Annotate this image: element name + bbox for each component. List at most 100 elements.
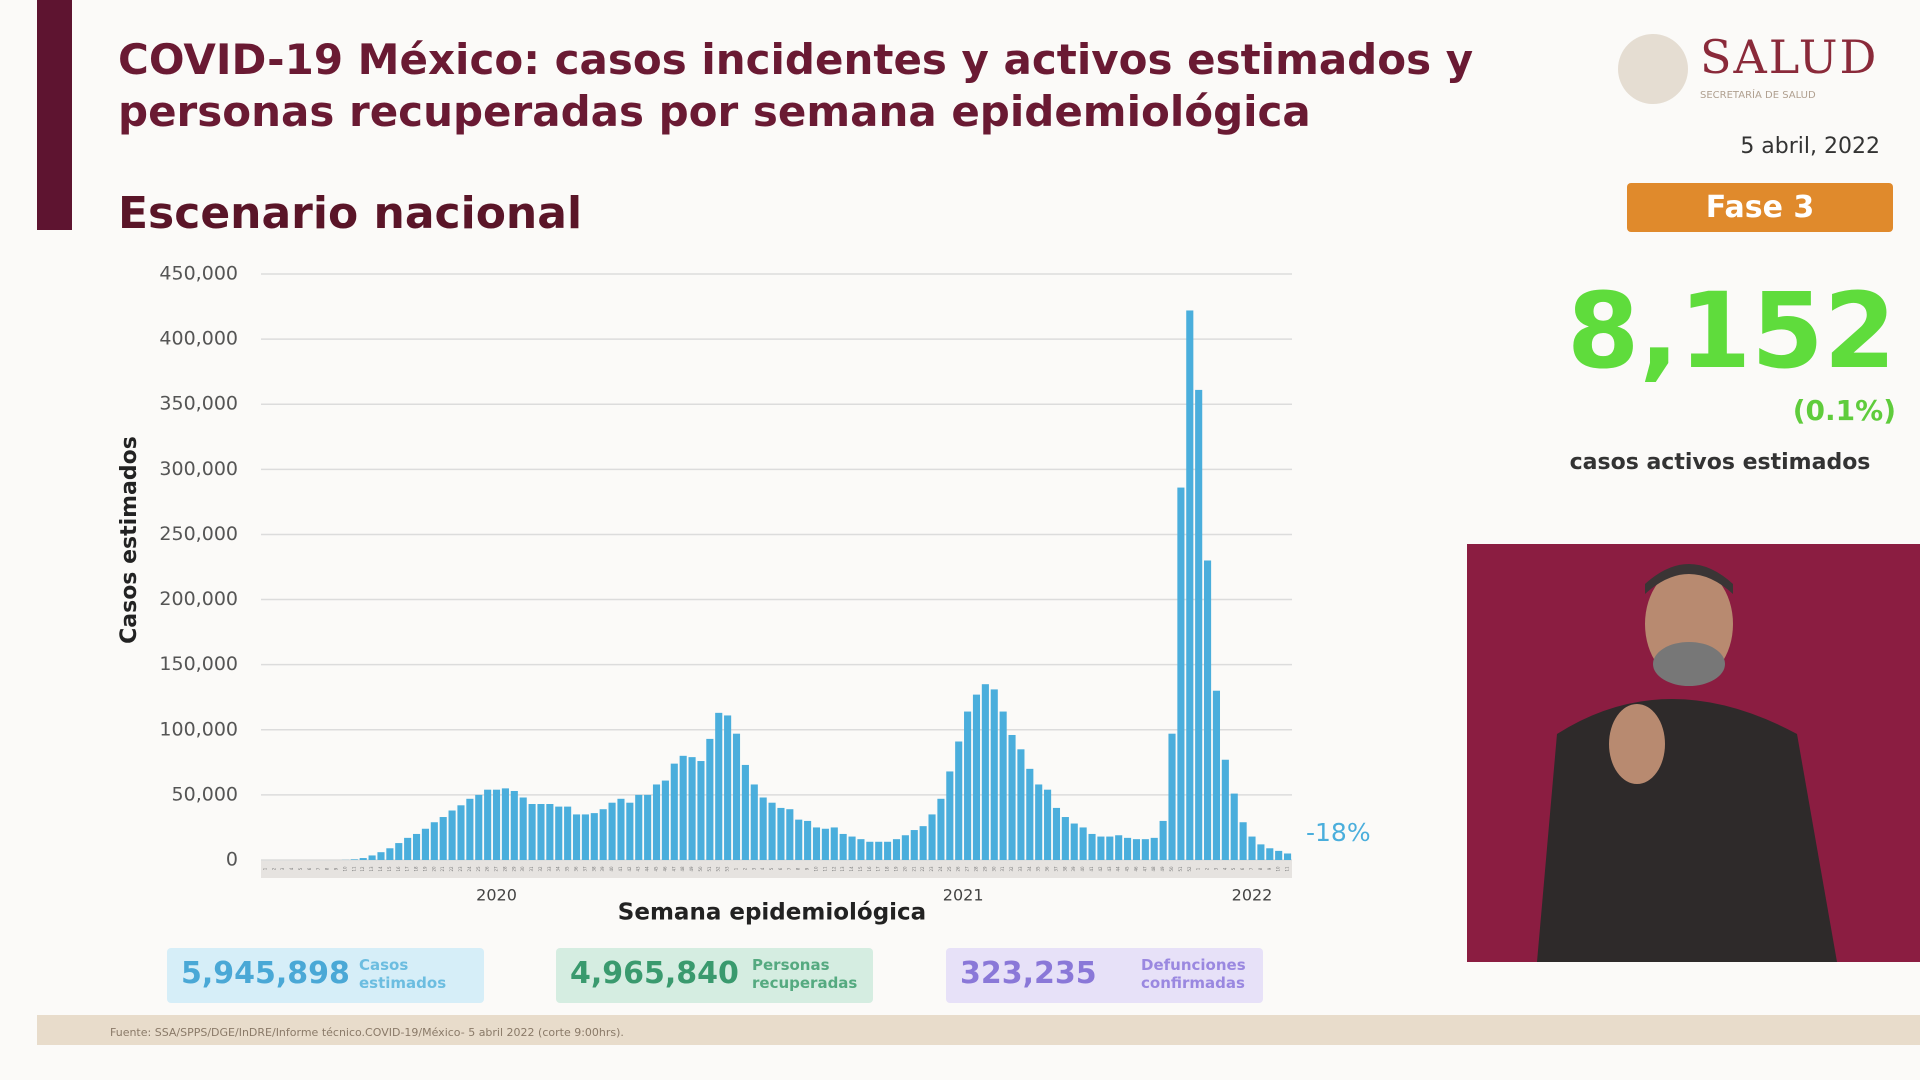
y-tick-label: 100,000 xyxy=(159,718,238,740)
x-tick-label: 20 xyxy=(902,866,907,872)
x-tick-label: 20 xyxy=(431,866,436,872)
bar xyxy=(910,830,918,860)
x-tick-label: 19 xyxy=(422,866,427,872)
bar xyxy=(1097,836,1105,860)
bar xyxy=(732,733,741,860)
x-tick-label: 7 xyxy=(1249,867,1254,870)
x-tick-label: 5 xyxy=(298,867,303,870)
title: COVID-19 México: casos incidentes y acti… xyxy=(118,35,1474,136)
bar xyxy=(492,789,501,860)
x-tick-label: 36 xyxy=(574,866,579,872)
x-tick-label: 10 xyxy=(1276,866,1281,872)
annotation: -18% xyxy=(1306,818,1371,847)
x-tick-label: 44 xyxy=(1116,866,1121,872)
x-tick-label: 22 xyxy=(920,866,925,872)
x-tick-label: 41 xyxy=(618,866,623,872)
bar xyxy=(421,828,429,860)
logo-subtitle: SECRETARÍA DE SALUD xyxy=(1700,90,1816,101)
x-tick-label: 24 xyxy=(467,866,472,872)
x-tick-label: 10 xyxy=(813,866,818,872)
bar xyxy=(1204,560,1212,860)
active-percent: (0.1%) xyxy=(1792,394,1896,427)
seal xyxy=(1618,34,1688,104)
bar xyxy=(457,805,465,860)
bar xyxy=(439,817,447,860)
bar xyxy=(626,802,634,860)
bar xyxy=(652,784,661,860)
y-tick-label: 150,000 xyxy=(159,653,238,675)
bar xyxy=(1212,690,1221,860)
bar xyxy=(1168,733,1176,860)
x-tick-label: 26 xyxy=(956,866,961,872)
bar xyxy=(919,826,927,860)
x-tick-label: 6 xyxy=(778,867,783,870)
x-tick-label: 5 xyxy=(769,867,774,870)
bar xyxy=(1230,793,1238,860)
y-tick-label: 250,000 xyxy=(159,523,238,545)
x-tick-label: 27 xyxy=(965,866,970,872)
bar xyxy=(857,839,865,860)
x-tick-label: 11 xyxy=(1285,866,1290,872)
x-tick-label: 52 xyxy=(716,866,721,872)
stat-value: 4,965,840 xyxy=(570,956,739,991)
bar xyxy=(1266,848,1274,860)
bar xyxy=(368,855,376,860)
bar xyxy=(1239,822,1247,860)
bar xyxy=(706,738,714,860)
x-tick-label: 39 xyxy=(600,866,605,872)
x-tick-label: 13 xyxy=(369,866,374,872)
x-tick-label: 34 xyxy=(1027,866,1032,872)
stat-label: Defunciones confirmadas xyxy=(1141,956,1246,992)
stat-value: 323,235 xyxy=(960,956,1097,991)
x-tick-label: 8 xyxy=(1258,867,1263,870)
x-tick-label: 42 xyxy=(627,866,632,872)
x-tick-label: 40 xyxy=(609,866,614,872)
x-tick-label: 22 xyxy=(449,866,454,872)
x-tick-label: 7 xyxy=(787,867,792,870)
stat-label: Personas recuperadas xyxy=(752,956,858,992)
chart: Casos estimados Semana epidemiológica 0 5… xyxy=(117,263,1371,926)
bar xyxy=(1195,389,1203,860)
bar xyxy=(884,841,892,860)
x-tick-label: 49 xyxy=(1160,866,1165,872)
bar xyxy=(466,798,474,860)
x-tick-label: 31 xyxy=(1000,866,1005,872)
x-tick-label: 18 xyxy=(414,866,419,872)
x-tick-label: 23 xyxy=(458,866,463,872)
bar xyxy=(928,814,936,860)
bar xyxy=(581,814,589,860)
x-tick-label: 4 xyxy=(289,867,294,870)
bar xyxy=(1141,839,1149,860)
x-tick-label: 42 xyxy=(1098,866,1103,872)
x-tick-label: 9 xyxy=(805,867,810,870)
bar xyxy=(412,833,421,860)
stat-box: 323,235 Defunciones confirmadas xyxy=(946,948,1263,1003)
stat-box: 4,965,840 Personas recuperadas xyxy=(556,948,873,1003)
x-tick-label: 34 xyxy=(556,866,561,872)
bar xyxy=(519,797,527,860)
x-tick-label: 37 xyxy=(582,866,587,872)
x-tick-label: 14 xyxy=(378,866,383,872)
x-tick-label: 23 xyxy=(929,866,934,872)
x-tick-label: 2 xyxy=(1205,867,1210,870)
x-tick-label: 31 xyxy=(529,866,534,872)
x-tick-label: 3 xyxy=(751,867,756,870)
x-tick-label: 15 xyxy=(387,866,392,872)
stat-label: Casos estimados xyxy=(359,956,447,992)
bar xyxy=(1275,850,1283,860)
bar xyxy=(990,689,998,860)
x-tick-label: 46 xyxy=(1133,866,1138,872)
bar xyxy=(1284,853,1292,860)
y-tick-label: 0 xyxy=(226,849,238,871)
x-tick-label: 4 xyxy=(760,867,765,870)
x-tick-label: 18 xyxy=(885,866,890,872)
x-tick-label: 51 xyxy=(707,866,712,872)
x-tick-label: 9 xyxy=(1267,867,1272,870)
x-tick-label: 19 xyxy=(893,866,898,872)
x-tick-label: 44 xyxy=(645,866,650,872)
bar xyxy=(590,813,598,860)
bar xyxy=(1017,749,1025,860)
bar xyxy=(430,822,438,860)
x-tick-label: 3 xyxy=(280,867,285,870)
bar xyxy=(679,755,687,860)
